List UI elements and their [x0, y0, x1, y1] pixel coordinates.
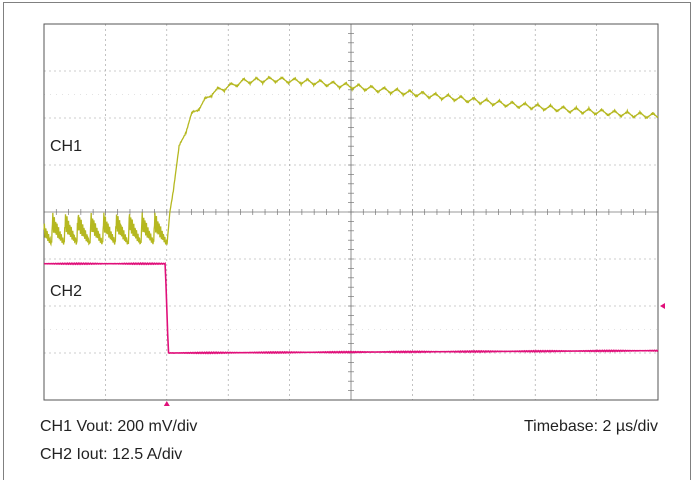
ch1-scale-caption: CH1 Vout: 200 mV/div [40, 418, 198, 435]
ch2-trace [43, 262, 659, 355]
ch1-trace [43, 75, 659, 247]
grid [43, 23, 659, 401]
ch1-label: CH1 [50, 138, 83, 155]
ch2-scale-caption: CH2 Iout: 12.5 A/div [40, 446, 183, 463]
trigger-marker [163, 401, 170, 406]
ch2-label: CH2 [50, 283, 83, 300]
timebase-caption: Timebase: 2 µs/div [523, 418, 658, 435]
traces [43, 75, 659, 355]
markers [163, 303, 665, 406]
trigger-level-marker [660, 303, 665, 309]
plot-border [43, 23, 659, 401]
